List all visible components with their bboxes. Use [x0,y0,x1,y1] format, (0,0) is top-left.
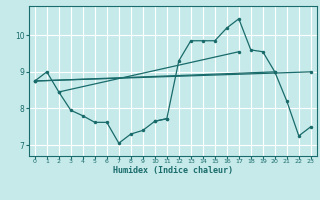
X-axis label: Humidex (Indice chaleur): Humidex (Indice chaleur) [113,166,233,175]
